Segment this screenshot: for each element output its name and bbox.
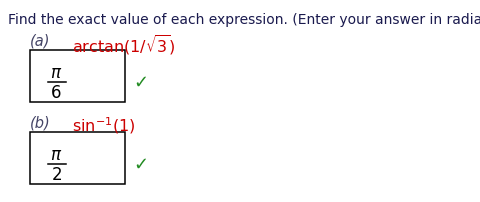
Text: $\mathregular{arctan}(1/\sqrt{3})$: $\mathregular{arctan}(1/\sqrt{3})$	[72, 33, 176, 57]
Text: Find the exact value of each expression. (Enter your answer in radians.): Find the exact value of each expression.…	[8, 13, 480, 27]
Text: (b): (b)	[30, 116, 51, 131]
Text: $\pi$: $\pi$	[50, 64, 63, 82]
Bar	[30, 50, 125, 102]
Bar	[30, 132, 125, 184]
Text: (a): (a)	[30, 34, 50, 49]
Text: $\pi$: $\pi$	[50, 146, 63, 164]
Text: ✓: ✓	[133, 156, 148, 174]
Text: ✓: ✓	[133, 74, 148, 92]
Text: 6: 6	[51, 84, 62, 102]
Text: 2: 2	[51, 166, 62, 184]
Text: $\mathregular{sin}^{-1}(1)$: $\mathregular{sin}^{-1}(1)$	[72, 115, 135, 136]
